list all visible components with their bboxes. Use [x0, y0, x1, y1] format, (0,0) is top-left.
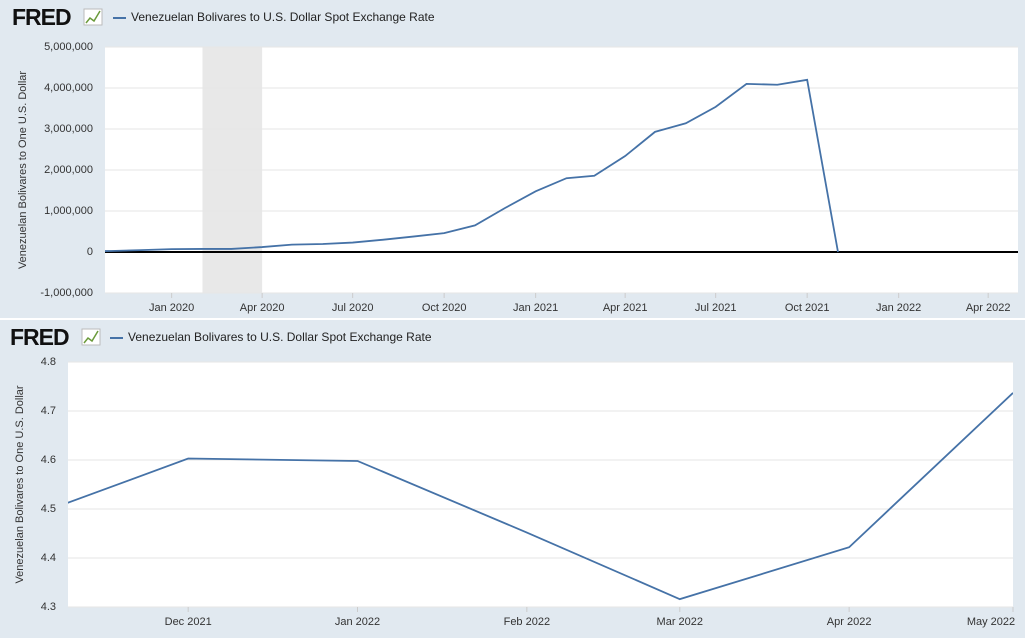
x-tick-label: Jul 2021 — [695, 302, 737, 314]
plot-area — [68, 362, 1013, 607]
x-tick-label: Oct 2021 — [785, 302, 830, 314]
y-tick-label: 5,000,000 — [44, 41, 93, 53]
y-tick-label: 2,000,000 — [44, 164, 93, 176]
x-tick-label: Apr 2020 — [240, 302, 285, 314]
x-tick-label: Jan 2020 — [149, 302, 194, 314]
x-tick-label: Apr 2021 — [603, 302, 648, 314]
legend-label: Venezuelan Bolivares to U.S. Dollar Spot… — [128, 330, 432, 344]
x-tick-label: Jan 2022 — [876, 302, 921, 314]
y-tick-label: 0 — [87, 246, 93, 258]
y-tick-label: 4.6 — [41, 454, 56, 466]
y-tick-label: 4.8 — [41, 356, 56, 368]
y-tick-label: 3,000,000 — [44, 123, 93, 135]
x-tick-label: Mar 2022 — [657, 616, 703, 628]
x-tick-label: Apr 2022 — [966, 302, 1011, 314]
logo: FRED — [10, 324, 69, 350]
legend-label: Venezuelan Bolivares to U.S. Dollar Spot… — [131, 10, 435, 24]
y-tick-label: 4.7 — [41, 405, 56, 417]
y-axis-label: Venezuelan Bolivares to One U.S. Dollar — [14, 385, 26, 583]
x-tick-label: Jan 2021 — [513, 302, 558, 314]
x-tick-label: Feb 2022 — [504, 616, 550, 628]
x-tick-label: May 2022 — [967, 616, 1015, 628]
logo-icon — [85, 10, 101, 24]
y-axis-label: Venezuelan Bolivares to One U.S. Dollar — [17, 71, 29, 269]
y-tick-label: 4.3 — [41, 601, 56, 613]
x-tick-label: Oct 2020 — [422, 302, 467, 314]
x-tick-label: Jan 2022 — [335, 616, 380, 628]
logo: FRED — [12, 4, 71, 30]
y-tick-label: 4,000,000 — [44, 82, 93, 94]
y-tick-label: -1,000,000 — [40, 287, 93, 299]
y-tick-label: 4.4 — [41, 552, 56, 564]
data-line — [105, 78, 839, 253]
y-tick-label: 4.5 — [41, 503, 56, 515]
x-tick-label: Dec 2021 — [165, 616, 212, 628]
logo-icon — [83, 330, 99, 344]
x-tick-label: Jul 2020 — [332, 302, 374, 314]
y-tick-label: 1,000,000 — [44, 205, 93, 217]
data-line — [68, 392, 1013, 601]
x-tick-label: Apr 2022 — [827, 616, 872, 628]
